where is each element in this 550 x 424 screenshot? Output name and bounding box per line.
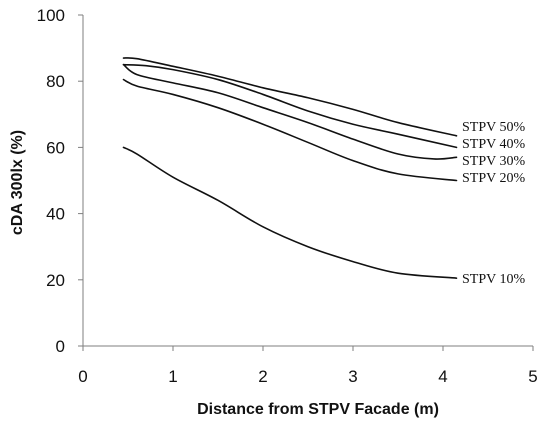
x-tick-label: 2 bbox=[258, 367, 267, 386]
axes bbox=[82, 15, 533, 347]
series-line-1 bbox=[122, 57, 458, 137]
series-label: STPV 10% bbox=[462, 272, 525, 287]
series-line-4 bbox=[122, 78, 458, 182]
y-tick-label: 100 bbox=[37, 6, 65, 25]
y-tick-label: 40 bbox=[46, 205, 65, 224]
series-labels: STPV 50% STPV 40% STPV 30% STPV 20% STPV 10% bbox=[462, 120, 525, 287]
series-line-5 bbox=[122, 146, 458, 279]
y-tick-label: 0 bbox=[56, 337, 65, 356]
series-label: STPV 30% bbox=[462, 154, 525, 169]
x-tick-label: 1 bbox=[168, 367, 177, 386]
x-tick-label: 4 bbox=[438, 367, 447, 386]
series-label: STPV 20% bbox=[462, 171, 525, 186]
x-tick-label: 3 bbox=[348, 367, 357, 386]
y-axis-ticks: 0 20 40 60 80 100 bbox=[37, 6, 83, 356]
x-tick-label: 5 bbox=[528, 367, 537, 386]
y-tick-label: 60 bbox=[46, 138, 65, 157]
series-line-3 bbox=[122, 63, 458, 160]
x-axis-title: Distance from STPV Facade (m) bbox=[197, 401, 439, 418]
x-tick-label: 0 bbox=[78, 367, 87, 386]
series-label: STPV 50% bbox=[462, 120, 525, 135]
x-axis-ticks: 0 1 2 3 4 5 bbox=[78, 346, 538, 386]
y-axis-title: cDA 300lx (%) bbox=[9, 130, 26, 235]
series-lines bbox=[122, 57, 458, 279]
series-label: STPV 40% bbox=[462, 137, 525, 152]
y-tick-label: 20 bbox=[46, 271, 65, 290]
y-tick-label: 80 bbox=[46, 72, 65, 91]
series-line-2 bbox=[122, 63, 458, 149]
